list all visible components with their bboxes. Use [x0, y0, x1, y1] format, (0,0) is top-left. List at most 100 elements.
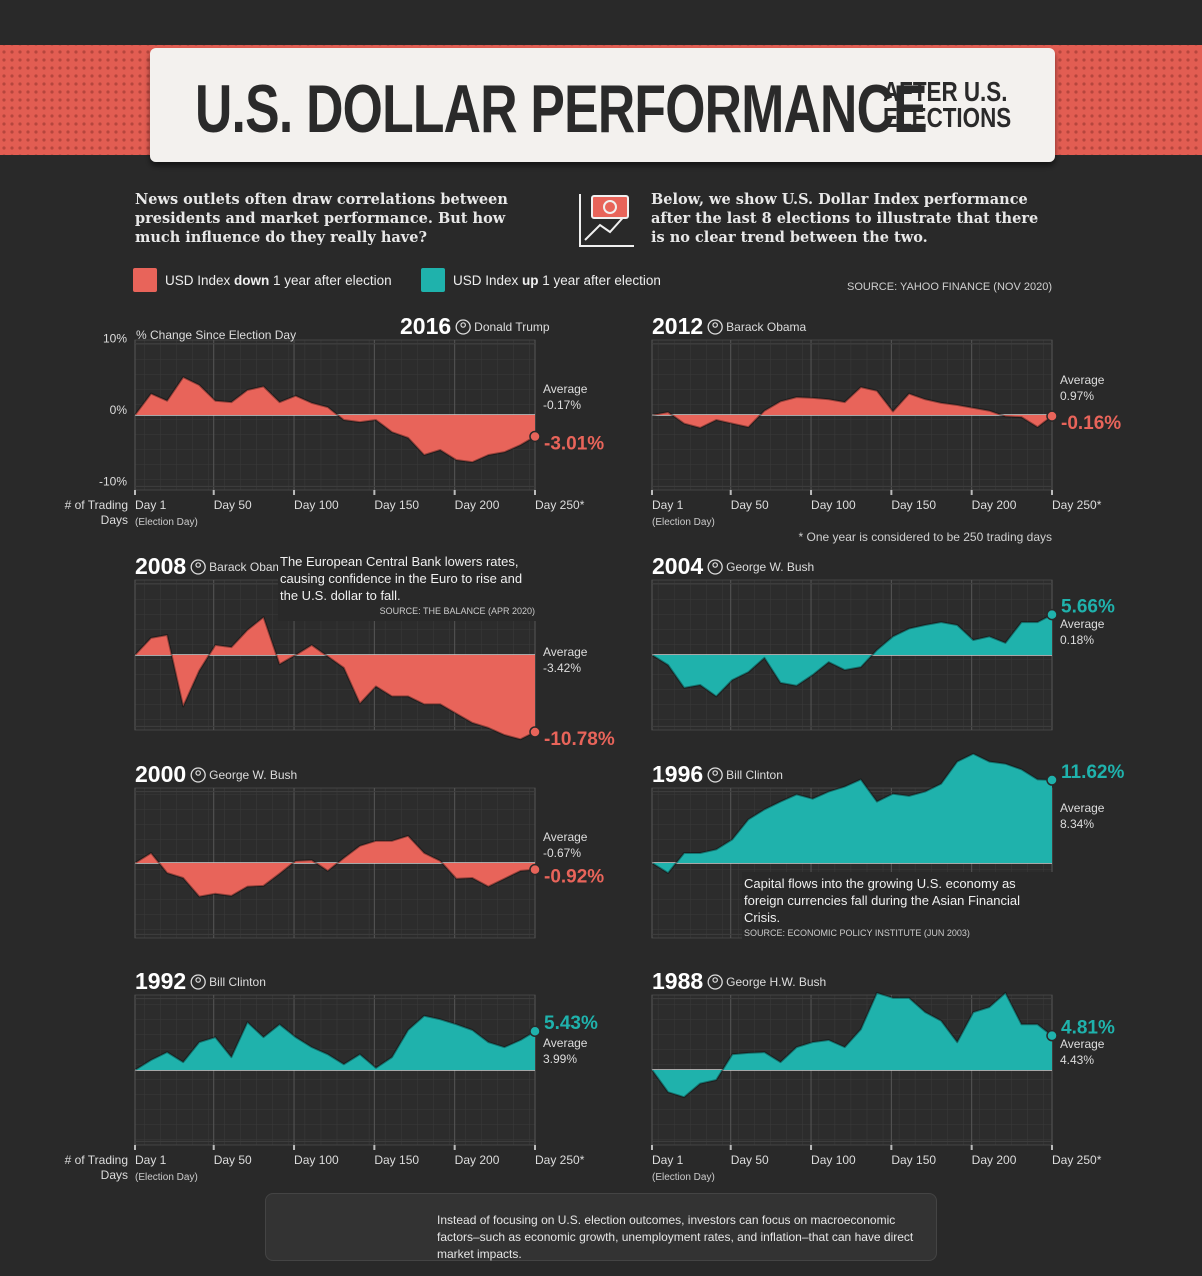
person-icon: [707, 559, 723, 575]
x-tick-note: (Election Day): [652, 1172, 715, 1183]
x-tick-label: Day 1: [652, 1153, 684, 1167]
person-icon: [707, 974, 723, 990]
y-tick-label: 10%: [103, 332, 127, 346]
person-icon: [190, 974, 206, 990]
x-tick-label: Day 200: [972, 1153, 1017, 1167]
x-tick-note: (Election Day): [135, 517, 198, 528]
average-value: -0.67%: [543, 846, 581, 860]
person-icon: [190, 767, 206, 783]
chart-subtitle: Barack Obama: [209, 560, 289, 574]
average-label: Average: [543, 645, 588, 659]
x-tick-label: Day 50: [731, 498, 769, 512]
line: [134, 834, 536, 898]
x-tick-label: Day 1: [652, 498, 684, 512]
annotation-source: SOURCE: THE BALANCE (APR 2020): [379, 606, 535, 616]
footer-text: Instead of focusing on U.S. election out…: [437, 1213, 914, 1261]
line: [134, 376, 536, 464]
y-axis-label: % Change Since Election Day: [136, 328, 296, 342]
chart-subtitle: Bill Clinton: [726, 768, 783, 782]
chart-title: 2000: [135, 761, 186, 787]
area: [652, 387, 1052, 428]
average-value: 3.99%: [543, 1052, 577, 1066]
footnote: * One year is considered to be 250 tradi…: [798, 530, 1053, 544]
person-icon-head: [195, 562, 201, 568]
annotation: The European Central Bank lowers rates, …: [278, 550, 539, 621]
x-tick-label: Day 250*: [535, 498, 585, 512]
person-icon-head: [712, 562, 718, 568]
area: [135, 617, 535, 740]
x-tick-label: Day 150: [891, 1153, 936, 1167]
x-tick-label: Day 100: [294, 1153, 339, 1167]
person-icon: [707, 767, 723, 783]
x-tick-note: (Election Day): [135, 1172, 198, 1183]
x-tick-label: Day 150: [374, 498, 419, 512]
person-icon-head: [712, 322, 718, 328]
chart-title: 2008: [135, 553, 186, 579]
line: [651, 991, 1053, 1099]
chart-subtitle: Barack Obama: [726, 320, 806, 334]
average-label: Average: [1060, 373, 1105, 387]
chart-subtitle: George H.W. Bush: [726, 975, 826, 989]
end-value-label: 4.81%: [1061, 1018, 1115, 1039]
area-series: [651, 613, 1053, 698]
area: [135, 1015, 535, 1070]
line: [651, 752, 1053, 874]
area-series: [651, 386, 1053, 429]
annotation-text: Capital flows into the growing U.S. econ…: [744, 876, 1021, 925]
area-series: [134, 376, 536, 464]
x-tick-label: Day 150: [891, 498, 936, 512]
end-value-label: -0.92%: [544, 867, 604, 888]
source: SOURCE: YAHOO FINANCE (NOV 2020): [847, 281, 1052, 293]
end-point: [1046, 1029, 1058, 1042]
x-tick-label: Day 50: [214, 498, 252, 512]
average-label: Average: [543, 830, 588, 844]
average-value: 0.97%: [1060, 389, 1094, 403]
x-tick-label: Day 50: [214, 1153, 252, 1167]
header-box: [150, 48, 1055, 162]
x-tick-label: Day 50: [731, 1153, 769, 1167]
line: [651, 613, 1053, 698]
area: [135, 835, 535, 897]
page-title: U.S. DOLLAR PERFORMANCE: [195, 71, 928, 147]
average-label: Average: [543, 1036, 588, 1050]
annotation: Capital flows into the growing U.S. econ…: [742, 872, 1053, 943]
chart-title: 2016: [400, 313, 451, 339]
x-tick-label: Day 150: [374, 1153, 419, 1167]
x-tick-label: Day 250*: [535, 1153, 585, 1167]
average-label: Average: [1060, 801, 1105, 815]
end-point: [529, 430, 541, 443]
end-value-label: 5.43%: [544, 1013, 598, 1034]
end-value-label: -0.16%: [1061, 413, 1121, 434]
average-value: 4.43%: [1060, 1053, 1094, 1067]
legend-swatch: [133, 268, 157, 292]
intro-right: Below, we show U.S. Dollar Index perform…: [651, 191, 1039, 246]
area-series: [134, 834, 536, 898]
person-icon-head: [195, 977, 201, 983]
chart-icon: [579, 194, 634, 247]
subtitle-line: ELECTIONS: [883, 102, 1012, 133]
x-tick-label: Day 100: [811, 1153, 856, 1167]
end-value-label: 11.62%: [1061, 762, 1124, 783]
average-value: -0.17%: [543, 398, 581, 412]
end-value-label: -10.78%: [544, 729, 615, 750]
person-icon: [190, 559, 206, 575]
area: [652, 614, 1052, 697]
legend-label: USD Index up 1 year after election: [453, 273, 661, 288]
chart-title: 1988: [652, 968, 703, 994]
legend-text: USD Index: [453, 273, 523, 288]
line: [651, 386, 1053, 429]
y-tick-label: -10%: [99, 474, 127, 488]
end-point: [529, 1025, 541, 1037]
end-point: [1046, 774, 1058, 786]
legend-emphasis: up: [522, 273, 539, 288]
footer-box: [265, 1193, 937, 1261]
x-tick-label: Day 250*: [1052, 1153, 1102, 1167]
end-point: [1046, 608, 1058, 621]
y-tick-label: 0%: [110, 403, 128, 417]
end-point: [529, 863, 541, 876]
average-value: -3.42%: [543, 661, 581, 675]
chart-subtitle: George W. Bush: [726, 560, 814, 574]
chart-subtitle: Bill Clinton: [209, 975, 266, 989]
